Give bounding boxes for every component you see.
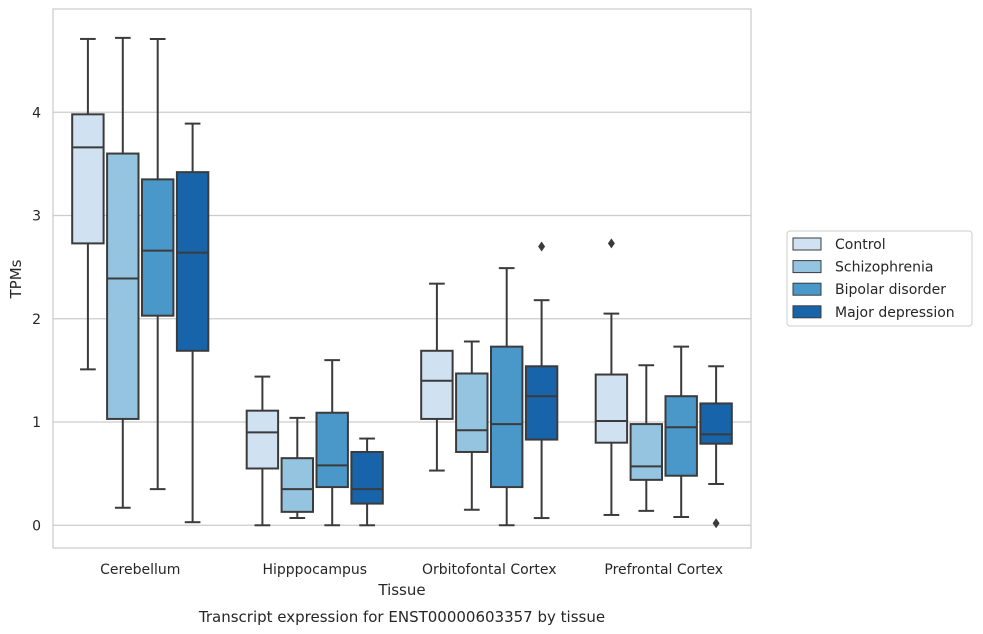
legend-label: Bipolar disorder: [835, 282, 946, 298]
legend-swatch: [792, 260, 822, 274]
box-control: [594, 238, 629, 516]
box-control: [245, 375, 280, 527]
outlier-point: [712, 518, 720, 529]
legend-swatch: [792, 282, 822, 296]
box-control: [420, 282, 454, 472]
chart-caption: Transcript expression for ENST0000060335…: [198, 608, 605, 626]
x-tick-label: Cerebellum: [100, 562, 180, 578]
box-schizophrenia: [280, 416, 315, 520]
x-tick-label: Prefrontal Cortex: [604, 562, 723, 578]
plot-area: [52, 8, 752, 549]
box-iqr: [455, 372, 489, 453]
box-major-depression: [350, 437, 384, 527]
legend-swatch: [792, 305, 822, 319]
box-bipolar-disorder: [664, 345, 698, 519]
box-iqr: [489, 345, 524, 489]
box-schizophrenia: [106, 36, 140, 509]
box-iqr: [175, 171, 210, 352]
box-iqr: [699, 402, 733, 445]
box-bipolar-disorder: [489, 267, 524, 527]
legend-label: Control: [835, 237, 886, 253]
legend-label: Major depression: [835, 305, 955, 321]
y-tick-label: 2: [32, 312, 41, 328]
box-iqr: [594, 373, 629, 444]
box-schizophrenia: [629, 364, 664, 512]
box-iqr: [629, 423, 664, 481]
box-major-depression: [175, 122, 210, 524]
box-bipolar-disorder: [315, 359, 349, 527]
box-iqr: [664, 395, 698, 477]
legend-frame: [786, 230, 973, 327]
x-axis-ticks: Cerebellum Hipppocampus Orbitofontal Corte…: [100, 562, 723, 578]
box-iqr: [420, 349, 454, 420]
y-tick-label: 1: [32, 415, 41, 431]
box-control: [71, 37, 105, 371]
box-iqr: [524, 365, 559, 441]
boxplots: [71, 36, 733, 529]
box-iqr: [350, 450, 384, 505]
box-iqr: [71, 113, 105, 245]
box-major-depression: [524, 241, 559, 520]
x-tick-label: Orbitofontal Cortex: [422, 562, 557, 578]
x-axis-title: Tissue: [377, 581, 425, 599]
legend-label: Schizophrenia: [835, 260, 933, 276]
box-iqr: [280, 457, 315, 513]
box-iqr: [140, 178, 175, 317]
box-iqr: [245, 409, 280, 470]
box-iqr: [106, 152, 140, 420]
outlier-point: [607, 238, 615, 249]
y-axis-ticks: 0 1 2 3 4: [32, 105, 41, 534]
box-schizophrenia: [455, 340, 489, 511]
y-tick-label: 4: [32, 105, 41, 121]
outlier-point: [538, 241, 546, 252]
legend-swatch: [792, 237, 822, 251]
box-iqr: [315, 411, 349, 489]
legend: Control Schizophrenia Bipolar disorder Majo…: [786, 230, 973, 327]
y-tick-label: 3: [32, 209, 41, 225]
y-tick-label: 0: [32, 518, 41, 534]
y-axis-title: TPMs: [7, 259, 25, 299]
box-major-depression: [699, 365, 733, 529]
x-tick-label: Hipppocampus: [262, 562, 367, 578]
box-bipolar-disorder: [140, 37, 175, 491]
